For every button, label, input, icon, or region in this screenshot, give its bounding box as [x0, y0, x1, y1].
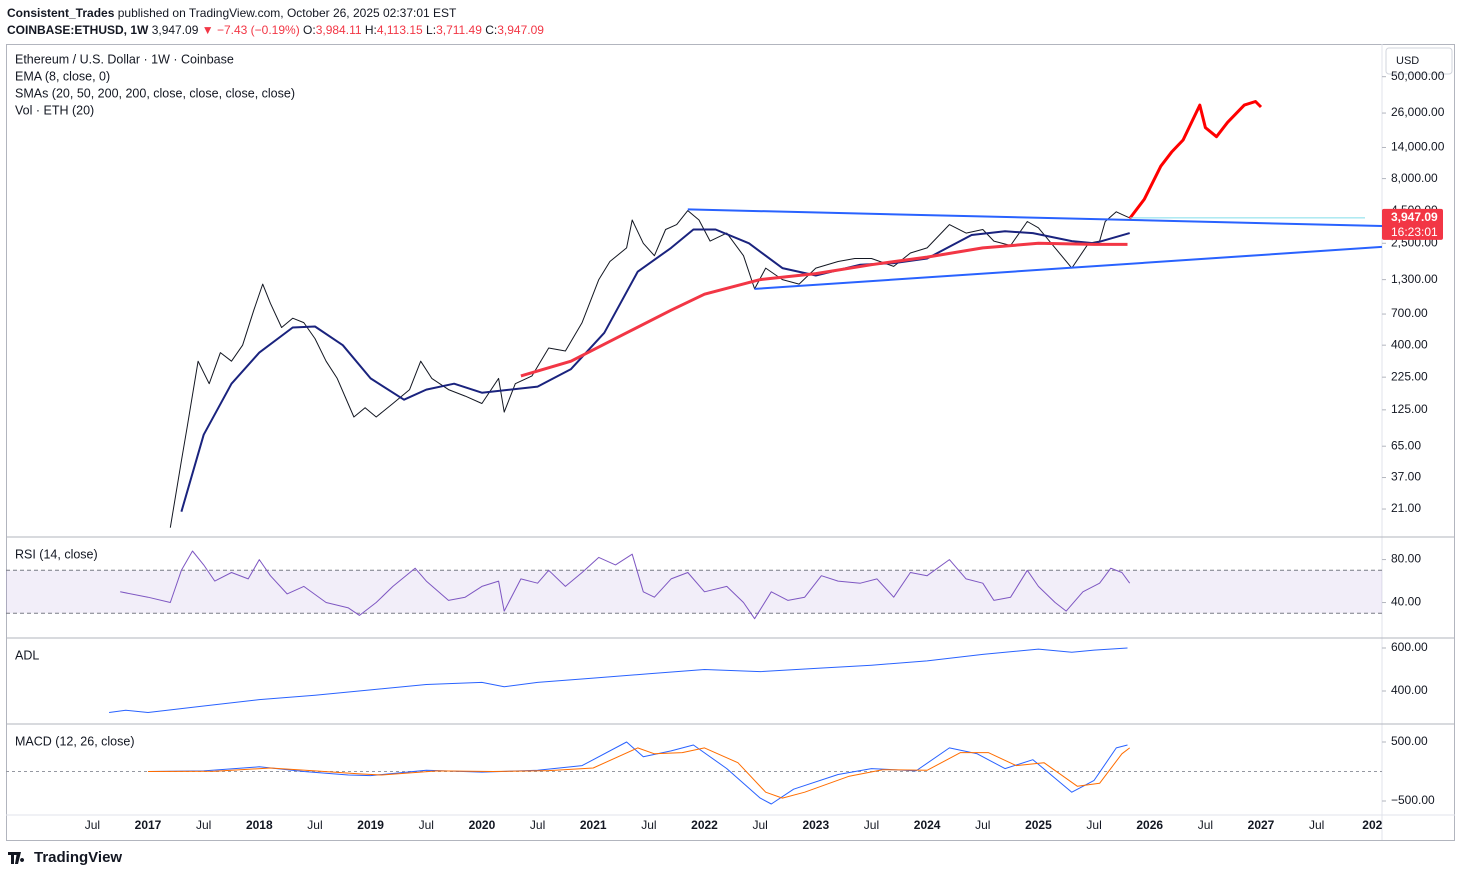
- series-line: [1128, 100, 1263, 220]
- rsi-band: [6, 570, 1382, 614]
- countdown: 16:23:01: [1391, 225, 1438, 239]
- y-tick-label: 125.00: [1391, 402, 1428, 416]
- series-line: [520, 241, 1128, 378]
- y-tick-label: 700.00: [1391, 306, 1428, 320]
- x-tick-label: 2019: [357, 818, 384, 832]
- series-line: [754, 245, 1382, 290]
- brand: TradingView: [34, 849, 122, 866]
- pane: [6, 550, 1382, 620]
- series-line: [120, 550, 1131, 620]
- y-tick-label: 8,000.00: [1391, 171, 1438, 185]
- series-line: [169, 210, 1130, 528]
- y-tick-label: −500.00: [1391, 793, 1435, 807]
- ohlc: O:3,984.11 H:4,113.15 L:3,711.49 C:3,947…: [303, 23, 544, 37]
- ohlc-key: H:: [364, 23, 377, 37]
- y-tick-label: 400.00: [1391, 683, 1428, 697]
- x-tick-label: Jul: [1086, 818, 1101, 832]
- x-tick-label: 2026: [1136, 818, 1163, 832]
- ohlc-key: O:: [303, 23, 316, 37]
- x-tick-label: Jul: [752, 818, 767, 832]
- pane: [6, 741, 1382, 805]
- y-tick-label: 1,300.00: [1391, 272, 1438, 286]
- y-tick-label: 225.00: [1391, 369, 1428, 383]
- header: Consistent_Trades published on TradingVi…: [7, 5, 544, 39]
- y-tick-label: 40.00: [1391, 595, 1421, 609]
- publish-line: Consistent_Trades published on TradingVi…: [7, 5, 544, 22]
- indicator-label: SMAs (20, 50, 200, 200, close, close, cl…: [15, 86, 295, 100]
- series-line: [147, 741, 1128, 805]
- x-tick-label: 2017: [135, 818, 162, 832]
- x-tick-label: Jul: [419, 818, 434, 832]
- x-tick-label: Jul: [85, 818, 100, 832]
- pane-title: RSI (14, close): [15, 547, 98, 561]
- x-tick-label: 2027: [1248, 818, 1275, 832]
- indicator-label: Vol · ETH (20): [15, 103, 94, 117]
- ohlc-key: C:: [485, 23, 498, 37]
- x-tick-label: Jul: [1198, 818, 1213, 832]
- currency-box: [1385, 47, 1453, 75]
- pane-title: Ethereum / U.S. Dollar · 1W · Coinbase: [15, 52, 234, 66]
- ohlc-value: 3,711.49: [436, 23, 482, 37]
- author: Consistent_Trades: [7, 6, 115, 20]
- currency: USD: [1396, 55, 1419, 67]
- x-tick-label: 2025: [1025, 818, 1052, 832]
- x-tick-label: 2020: [469, 818, 496, 832]
- y-tick-label: 500.00: [1391, 734, 1428, 748]
- series-line: [687, 208, 1382, 227]
- x-tick-label: Jul: [975, 818, 990, 832]
- symbol: COINBASE:ETHUSD, 1W: [7, 23, 149, 37]
- x-tick-label: Jul: [641, 818, 656, 832]
- x-tick-label: Jul: [196, 818, 211, 832]
- frame: [6, 44, 1455, 841]
- x-tick-label: Jul: [307, 818, 322, 832]
- indicator-label: EMA (8, close, 0): [15, 69, 110, 83]
- y-tick-label: 50,000.00: [1391, 69, 1445, 83]
- x-tick-label: 202: [1362, 818, 1382, 832]
- quote-line: COINBASE:ETHUSD, 1W 3,947.09 ▼ −7.43 (−0…: [7, 22, 544, 39]
- last-price-label: 3,947.09: [1391, 210, 1438, 224]
- x-tick-label: 2022: [691, 818, 718, 832]
- x-tick-label: Jul: [1309, 818, 1324, 832]
- published: published on TradingView.com, October 26…: [117, 6, 457, 20]
- ohlc-value: 4,113.15: [376, 23, 423, 37]
- x-tick-label: Jul: [864, 818, 879, 832]
- series-line: [147, 747, 1131, 799]
- y-tick-label: 14,000.00: [1391, 140, 1445, 154]
- last-price-tag: [1382, 208, 1443, 240]
- ohlc-value: 3,947.09: [497, 23, 544, 37]
- y-tick-label: 400.00: [1391, 337, 1428, 351]
- ohlc-key: L:: [426, 23, 437, 37]
- y-tick-label: 21.00: [1391, 501, 1421, 515]
- change: ▼ −7.43 (−0.19%): [201, 23, 300, 37]
- series-line: [180, 228, 1130, 512]
- x-tick-label: 2024: [914, 818, 941, 832]
- x-tick-label: 2023: [802, 818, 829, 832]
- y-tick-label: 26,000.00: [1391, 105, 1445, 119]
- y-tick-label: 65.00: [1391, 438, 1421, 452]
- pane: [109, 647, 1128, 713]
- y-tick-label: 80.00: [1391, 552, 1421, 566]
- ohlc-value: 3,984.11: [315, 23, 362, 37]
- x-tick-label: Jul: [530, 818, 545, 832]
- last: 3,947.09: [151, 23, 199, 37]
- pane-title: MACD (12, 26, close): [15, 734, 134, 748]
- y-tick-label: 37.00: [1391, 470, 1421, 484]
- x-tick-label: 2018: [246, 818, 273, 832]
- pane-title: ADL: [15, 648, 39, 662]
- logo: [8, 852, 25, 864]
- pane: [169, 100, 1382, 528]
- y-tick-label: 600.00: [1391, 640, 1428, 654]
- series-line: [109, 647, 1128, 713]
- x-tick-label: 2021: [580, 818, 607, 832]
